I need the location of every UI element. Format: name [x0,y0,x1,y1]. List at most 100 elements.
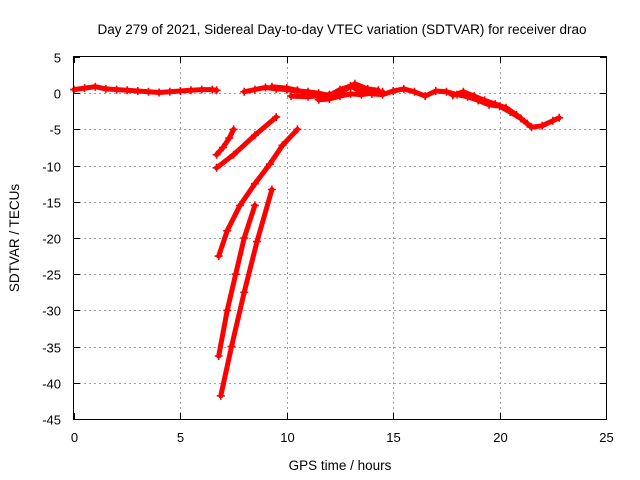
y-tick-label: -45 [42,413,61,428]
data-point-marker [282,84,291,93]
data-point-marker [240,234,249,242]
data-point-marker [250,85,259,94]
data-point-marker [250,201,259,210]
grid-lines [74,57,606,419]
series-line [214,126,237,158]
data-point-marker [214,352,223,360]
series-line [214,114,279,171]
data-point-marker [346,89,355,98]
data-point-marker [212,163,221,172]
data-point-marker [197,85,206,94]
y-tick-label: -20 [42,232,61,247]
y-axis-label: SDTVAR / TECUs [7,184,22,293]
y-tick-label: -30 [42,304,61,319]
data-point-marker [223,226,232,235]
series-arc-e [216,185,276,400]
data-point-marker [548,116,557,125]
data-point-marker [231,270,240,279]
data-point-marker [133,87,142,95]
series-arc-b [212,113,281,172]
y-tick-label: 0 [54,87,61,102]
x-tick-label: 15 [386,430,400,445]
data-point-marker [236,201,244,210]
data-point-marker [399,84,408,93]
data-point-marker [112,85,121,94]
data-point-marker [240,288,249,297]
data-point-marker [101,84,110,93]
data-point-marker [227,342,236,351]
data-point-marker [187,86,195,95]
series-arc-d [214,201,259,360]
x-axis-label: GPS time / hours [289,458,392,473]
y-tick-label: -35 [42,341,61,356]
series-arc-early [70,82,221,97]
data-point-marker [144,87,153,96]
data-point-marker [267,82,276,91]
data-point-marker [267,185,276,194]
data-point-marker [287,92,296,101]
data-point-marker [80,84,89,93]
y-tick-label: -40 [42,377,61,392]
data-point-marker [165,87,174,96]
x-tick-label: 20 [493,430,507,445]
data-point-marker [223,306,232,315]
data-point-marker [555,113,564,122]
data-point-marker [176,87,185,95]
axis-ticks: 0 5 10 15 20 25 5 0 -5 -10 -15 -20 -25 -30 -35 -40 -45 [42,51,614,446]
y-tick-label: -10 [42,160,61,175]
data-point-marker [410,87,419,96]
data-point-marker [523,119,532,128]
data-point-marker [278,141,287,150]
data-point-marker [325,95,334,103]
x-tick-label: 0 [71,430,78,445]
data-point-marker [212,86,221,95]
data-point-marker [389,87,398,95]
data-point-marker [240,87,249,96]
data-point-marker [357,90,366,99]
data-point-marker [91,82,100,91]
series-arc-a [212,125,238,159]
data-point-marker [214,252,223,261]
data-point-marker [448,91,457,100]
data-point-marker [431,87,440,95]
series-arc-hump2 [448,87,532,128]
data-point-marker [293,125,302,134]
data-point-marker [219,143,227,152]
data-point-marker [459,87,468,96]
data-point-marker [253,237,261,246]
data-point-marker [265,160,274,169]
data-point-marker [155,88,164,97]
data-point-marker [229,125,238,134]
data-point-marker [491,100,500,109]
x-tick-label: 25 [599,430,613,445]
data-point-marker [470,92,479,101]
data-point-marker [502,103,510,112]
data-point-marker [293,86,302,95]
x-tick-label: 5 [177,430,184,445]
data-point-marker [212,150,221,159]
data-point-marker [216,391,225,400]
data-point-marker [304,92,313,101]
y-tick-label: -5 [49,123,61,138]
data-point-marker [336,92,344,101]
series-line [269,84,311,96]
data-point-marker [512,110,521,119]
x-tick-label: 10 [280,430,294,445]
data-point-marker [421,92,430,101]
data-point-marker [250,179,259,188]
y-tick-label: 5 [54,51,61,66]
plot-frame [73,56,607,420]
series-arc-c [214,125,302,261]
data-point-marker [225,134,234,143]
data-point-marker [250,131,259,140]
data-point-marker [123,86,132,95]
y-tick-label: -15 [42,196,61,211]
data-point-marker [367,89,376,98]
data-point-marker [314,95,323,104]
chart-title: Day 279 of 2021, Sidereal Day-to-day VTE… [98,22,587,37]
data-point-marker [272,113,281,122]
series-arc-low [314,87,387,104]
data-series [70,79,564,400]
data-point-marker [442,87,451,96]
